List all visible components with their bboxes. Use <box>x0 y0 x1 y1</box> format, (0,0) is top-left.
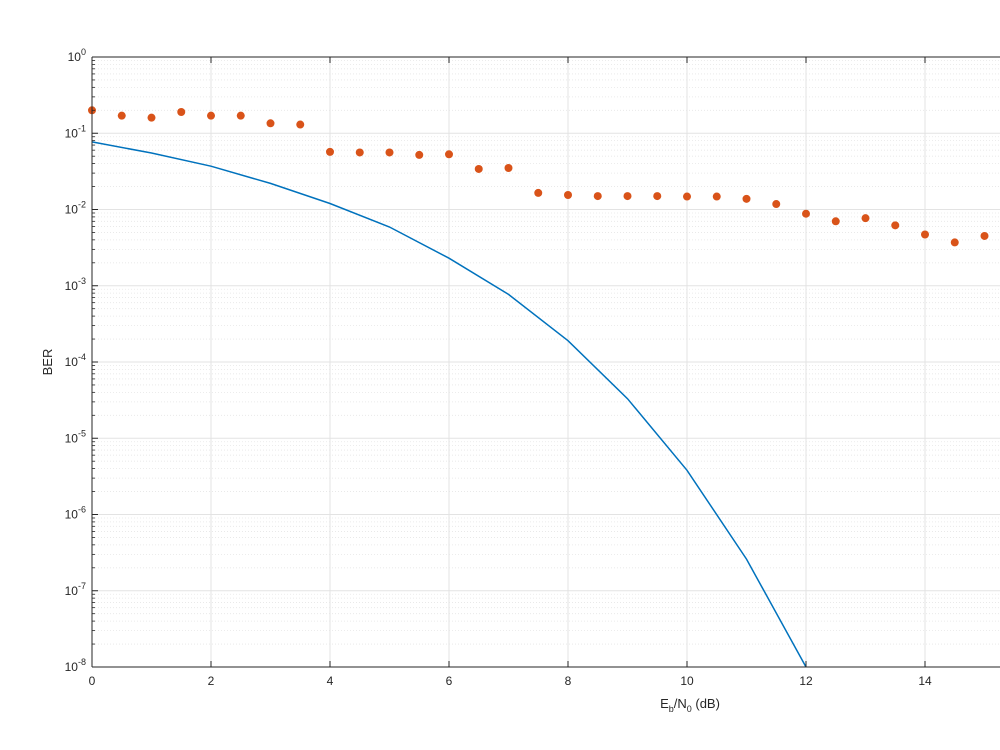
simulated-ber-point <box>236 111 245 120</box>
simulated-ber-point <box>653 192 662 201</box>
tick-labels: 0 2 4 6 8 10 12 14 100 10-1 10-2 10-3 10-4 10-5 10-6 10… <box>65 47 932 688</box>
simulated-ber-point <box>742 194 751 203</box>
simulated-ber-point <box>861 214 870 223</box>
tick-marks <box>91 56 926 668</box>
y-tick-label: 10-8 <box>65 657 86 674</box>
simulated-ber-point <box>921 230 929 239</box>
simulated-ber-point <box>415 150 424 159</box>
simulated-ber-point <box>504 164 513 173</box>
y-tick-label: 10-5 <box>65 428 86 445</box>
y-tick-label: 10-4 <box>65 352 86 369</box>
series-layer <box>88 106 989 668</box>
simulated-ber-point <box>802 209 810 218</box>
simulated-ber-point <box>207 111 215 120</box>
x-tick-label: 6 <box>446 674 453 688</box>
simulated-ber-point <box>147 113 156 122</box>
x-tick-label: 14 <box>918 674 932 688</box>
simulated-ber-point <box>266 119 275 128</box>
simulated-ber-point <box>474 164 483 173</box>
y-tick-label: 10-3 <box>65 276 86 293</box>
y-tick-label: 10-6 <box>65 505 86 522</box>
x-tick-label: 12 <box>799 674 813 688</box>
simulated-ber-point <box>117 111 126 120</box>
simulated-ber-point <box>623 192 632 201</box>
simulated-ber-point <box>712 192 721 201</box>
y-tick-label: 10-7 <box>65 581 86 598</box>
simulated-ber-point <box>564 190 572 199</box>
x-tick-label: 4 <box>327 674 334 688</box>
y-tick-label: 10-1 <box>65 123 86 140</box>
x-axis-label: Eb/N0 (dB) <box>660 696 720 714</box>
simulated-ber-point <box>593 192 602 201</box>
x-tick-label: 2 <box>208 674 215 688</box>
simulated-ber-point <box>683 192 691 201</box>
simulated-ber-point <box>385 148 394 157</box>
simulated-ber-point <box>296 120 305 129</box>
simulated-ber-point <box>950 238 959 247</box>
x-tick-label: 10 <box>680 674 694 688</box>
simulated-ber-point <box>355 148 364 157</box>
simulated-ber-point <box>534 188 543 197</box>
simulated-ber-point <box>831 217 840 226</box>
simulated-ber-point <box>445 150 453 159</box>
x-tick-label: 0 <box>89 674 96 688</box>
simulated-ber-point <box>980 231 989 240</box>
simulated-ber-point <box>891 221 900 230</box>
x-tick-label: 8 <box>565 674 572 688</box>
simulated-ber-point <box>772 200 781 209</box>
y-tick-label: 100 <box>68 47 86 64</box>
y-tick-label: 10-2 <box>65 200 86 217</box>
y-axis-label: BER <box>40 349 55 376</box>
simulated-ber-point <box>326 147 334 156</box>
simulated-ber-point <box>177 107 186 116</box>
theory-ber-line <box>91 141 807 668</box>
